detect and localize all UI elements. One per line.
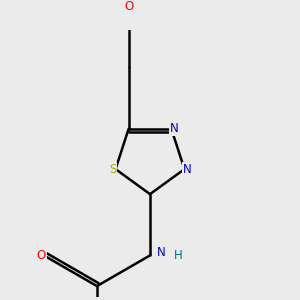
Text: N: N <box>157 246 166 259</box>
Text: S: S <box>109 163 116 176</box>
Text: N: N <box>170 122 178 135</box>
Text: N: N <box>183 163 192 176</box>
Text: H: H <box>173 249 182 262</box>
Text: O: O <box>36 249 46 262</box>
Text: O: O <box>124 0 133 13</box>
